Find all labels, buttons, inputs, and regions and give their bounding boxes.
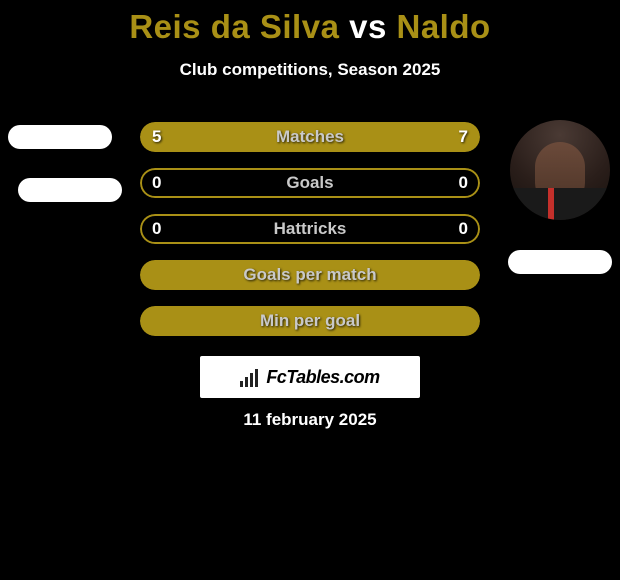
player-right-avatar	[510, 120, 610, 220]
player-right-pill	[508, 250, 612, 274]
bar-label: Goals per match	[140, 260, 480, 290]
page-title: Reis da Silva vs Naldo	[0, 0, 620, 46]
logo-text: FcTables.com	[266, 367, 379, 388]
title-player1: Reis da Silva	[129, 8, 339, 45]
bar-row-goals: 0 0 Goals	[140, 168, 480, 198]
bar-label: Matches	[140, 122, 480, 152]
bar-label: Min per goal	[140, 306, 480, 336]
comparison-card: Reis da Silva vs Naldo Club competitions…	[0, 0, 620, 580]
title-vs: vs	[349, 8, 387, 45]
bar-row-hattricks: 0 0 Hattricks	[140, 214, 480, 244]
logo-box: FcTables.com	[200, 356, 420, 398]
bars-container: 5 7 Matches 0 0 Goals 0 0 Hattricks Goal…	[140, 122, 480, 352]
logo-bars-icon	[240, 367, 262, 387]
title-player2: Naldo	[397, 8, 491, 45]
avatar-face	[510, 120, 610, 220]
bar-row-matches: 5 7 Matches	[140, 122, 480, 152]
subtitle: Club competitions, Season 2025	[0, 60, 620, 80]
bar-label: Goals	[140, 168, 480, 198]
bar-label: Hattricks	[140, 214, 480, 244]
player-left-pill-2	[18, 178, 122, 202]
date-text: 11 february 2025	[0, 410, 620, 430]
avatar-circle	[510, 120, 610, 220]
player-left-pill-1	[8, 125, 112, 149]
bar-row-goals-per-match: Goals per match	[140, 260, 480, 290]
bar-row-min-per-goal: Min per goal	[140, 306, 480, 336]
